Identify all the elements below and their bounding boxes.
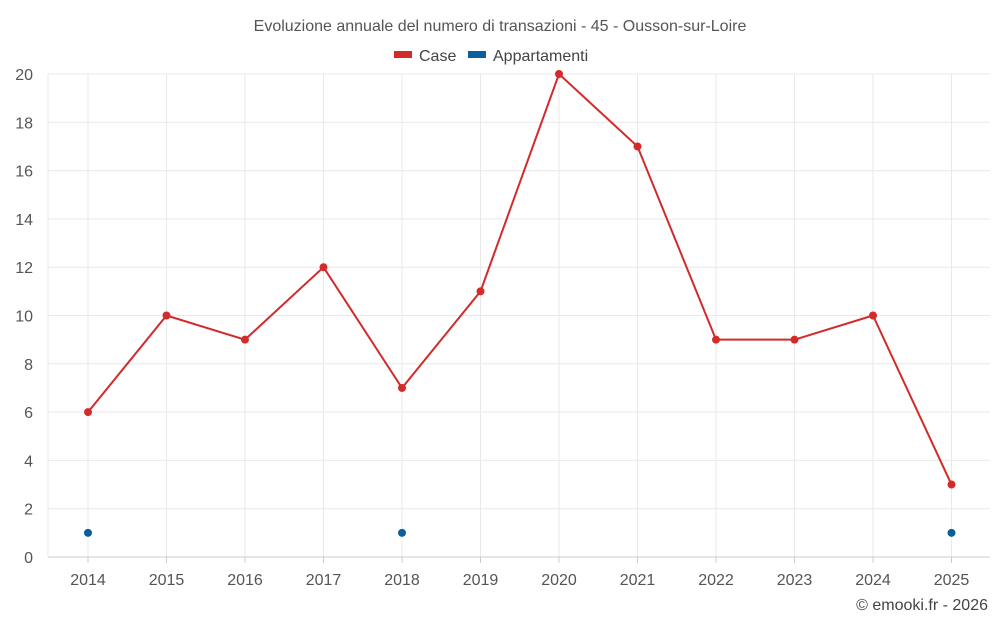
x-tick-label: 2017 [306,572,342,589]
x-tick-label: 2020 [541,572,577,589]
y-tick-label: 18 [15,115,33,132]
data-point-case[interactable] [555,70,563,78]
y-tick-label: 20 [15,67,33,84]
data-point-case[interactable] [869,311,877,320]
data-point-appartamenti[interactable] [398,528,406,537]
x-axis-ticks: 2014 2015 2016 2017 2018 2019 2020 2021 2022 2023… [70,572,969,589]
x-tick-label: 2022 [698,572,734,589]
x-tick-label: 2015 [149,572,185,589]
x-tick-label: 2016 [227,572,263,589]
y-tick-label: 8 [24,357,33,374]
data-point-case[interactable] [241,335,249,344]
x-tick-label: 2025 [934,572,970,589]
legend-label-case[interactable]: Case [419,48,456,65]
data-point-case[interactable] [790,335,799,344]
x-tick-label: 2021 [620,572,656,589]
x-tick-label: 2024 [855,572,891,589]
data-point-appartamenti[interactable] [84,528,92,537]
y-tick-label: 0 [24,550,33,567]
data-point-case[interactable] [319,263,328,272]
x-tick-label: 2023 [777,572,813,589]
y-tick-label: 14 [15,212,33,229]
series-line-case [87,73,953,485]
y-tick-label: 10 [15,309,33,326]
y-tick-label: 2 [24,502,33,519]
axes [47,74,990,563]
data-point-appartamenti[interactable] [947,528,956,537]
x-tick-label: 2014 [70,572,106,589]
legend-swatch-case [394,51,412,58]
legend-label-appartamenti[interactable]: Appartamenti [493,48,588,65]
y-tick-label: 6 [24,405,33,422]
data-point-case[interactable] [712,335,720,344]
chart-title: Evoluzione annuale del numero di transaz… [254,18,747,35]
x-tick-label: 2019 [463,572,499,589]
data-point-case[interactable] [947,480,956,489]
legend[interactable]: Case Appartamenti [394,48,588,65]
y-tick-label: 12 [15,260,33,277]
grid [48,73,990,557]
data-point-case[interactable] [633,142,642,151]
series [84,70,956,537]
data-point-case[interactable] [476,287,485,296]
y-axis-ticks: 0 2 4 6 8 10 12 14 16 18 20 [15,67,33,567]
y-tick-label: 16 [15,164,33,181]
data-point-case[interactable] [84,408,92,417]
legend-swatch-appartamenti [468,51,486,58]
x-tick-label: 2018 [384,572,420,589]
y-tick-label: 4 [24,453,33,470]
data-point-case[interactable] [398,383,406,392]
data-point-case[interactable] [162,311,171,320]
credit-text: © emooki.fr - 2026 [856,597,988,614]
